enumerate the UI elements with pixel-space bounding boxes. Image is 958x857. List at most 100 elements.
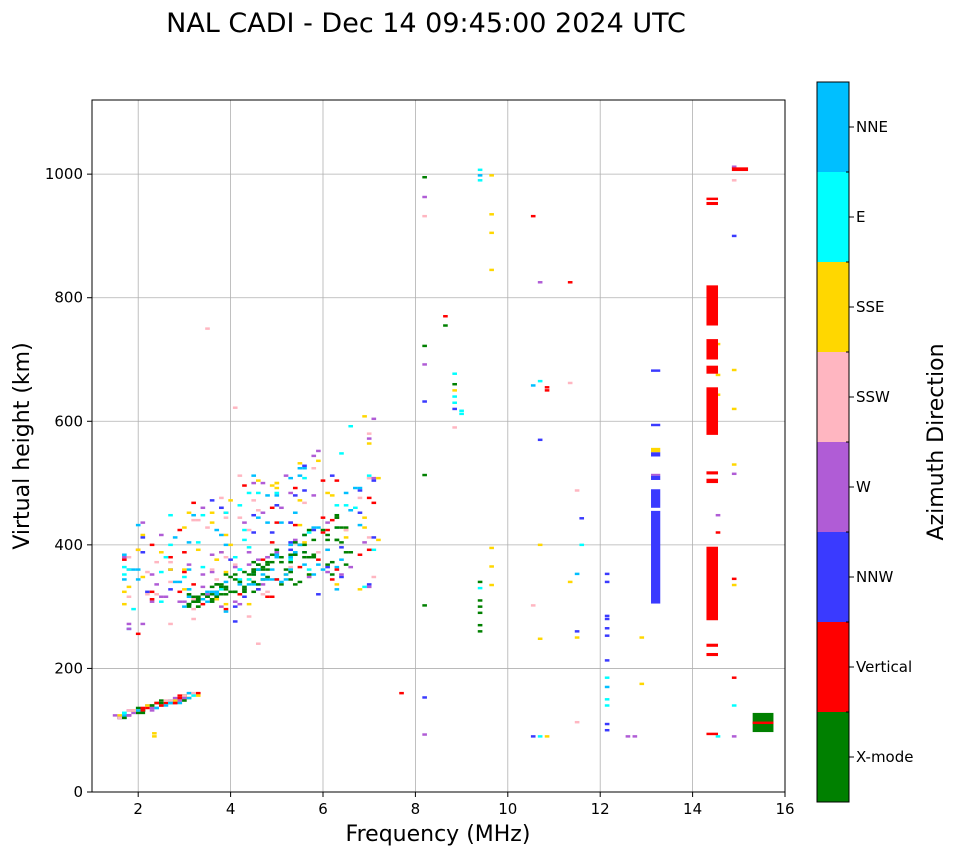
trace-point bbox=[265, 494, 270, 497]
trace-point bbox=[232, 563, 238, 566]
colorbar-segment bbox=[817, 262, 849, 352]
trace-point bbox=[366, 437, 372, 440]
trace-point bbox=[339, 573, 344, 576]
trace-point bbox=[209, 593, 215, 596]
trace-point bbox=[302, 489, 307, 492]
trace-point bbox=[158, 595, 164, 598]
trace-point bbox=[145, 704, 150, 707]
trace-point bbox=[366, 583, 372, 586]
trace-point bbox=[283, 573, 289, 576]
trace-point bbox=[260, 511, 266, 514]
trace-point bbox=[195, 541, 201, 544]
echo-point bbox=[489, 583, 494, 587]
trace-point bbox=[302, 551, 307, 554]
trace-point bbox=[269, 553, 275, 556]
trace-point bbox=[311, 454, 317, 458]
y-axis-ticks: 0 200 400 600 800 1000 bbox=[45, 165, 92, 801]
trace-point bbox=[269, 578, 275, 581]
trace-point bbox=[353, 486, 358, 490]
trace-point bbox=[274, 553, 280, 556]
echo-point bbox=[452, 426, 457, 429]
trace-point bbox=[172, 696, 178, 700]
y-axis-label: Virtual height (km) bbox=[10, 342, 35, 549]
echo-point bbox=[537, 543, 543, 547]
trace-point bbox=[343, 528, 349, 532]
trace-point bbox=[232, 578, 238, 581]
x-tick-label: 12 bbox=[591, 800, 610, 818]
echo-point bbox=[604, 704, 610, 707]
trace-point bbox=[279, 506, 284, 510]
trace-point bbox=[329, 474, 335, 477]
trace-point bbox=[122, 590, 127, 594]
colorbar-tick-label: SSE bbox=[856, 298, 885, 316]
trace-point bbox=[117, 714, 123, 717]
echo-point bbox=[604, 659, 610, 662]
trace-point bbox=[260, 593, 266, 596]
echo-segment bbox=[706, 478, 719, 484]
trace-point bbox=[256, 516, 261, 519]
trace-point bbox=[214, 528, 220, 532]
echo-point bbox=[731, 583, 737, 587]
echo-point bbox=[422, 696, 427, 699]
echo-point bbox=[530, 214, 536, 218]
trace-point bbox=[182, 568, 187, 571]
trace-point bbox=[195, 694, 201, 697]
echo-point bbox=[604, 580, 610, 584]
echo-point bbox=[604, 614, 610, 618]
trace-point bbox=[209, 590, 215, 594]
trace-point bbox=[316, 459, 321, 463]
trace-point bbox=[274, 481, 280, 485]
echo-point bbox=[205, 327, 210, 330]
x-tick-label: 8 bbox=[411, 800, 421, 818]
trace-point bbox=[311, 538, 317, 542]
trace-point bbox=[237, 504, 243, 507]
trace-point bbox=[209, 597, 215, 601]
trace-point bbox=[219, 551, 224, 554]
echo-point bbox=[422, 473, 427, 477]
trace-point bbox=[205, 590, 210, 594]
echo-point bbox=[489, 174, 494, 177]
trace-point bbox=[251, 580, 257, 584]
trace-point bbox=[362, 516, 367, 519]
trace-point bbox=[126, 568, 132, 571]
trace-point bbox=[140, 551, 146, 554]
trace-point bbox=[306, 555, 312, 559]
trace-point bbox=[186, 511, 192, 514]
data-points bbox=[112, 165, 774, 738]
trace-point bbox=[302, 563, 307, 566]
trace-point bbox=[126, 555, 132, 559]
trace-point bbox=[292, 538, 298, 542]
x-tick-label: 10 bbox=[498, 800, 517, 818]
colorbar-frame bbox=[816, 81, 850, 803]
trace-point bbox=[302, 476, 307, 480]
echo-point bbox=[567, 281, 573, 284]
trace-point bbox=[329, 560, 335, 564]
trace-point bbox=[316, 526, 321, 529]
trace-point bbox=[269, 484, 275, 487]
trace-point bbox=[283, 474, 289, 477]
trace-point bbox=[265, 521, 270, 524]
echo-point bbox=[489, 213, 494, 216]
echo-point bbox=[232, 406, 238, 409]
trace-point bbox=[242, 588, 247, 591]
trace-point bbox=[122, 565, 127, 569]
trace-point bbox=[200, 593, 206, 596]
trace-point bbox=[297, 523, 303, 527]
echo-point bbox=[544, 386, 550, 389]
echo-point bbox=[477, 630, 483, 633]
trace-point bbox=[200, 565, 206, 569]
trace-point bbox=[265, 560, 270, 564]
trace-point bbox=[182, 570, 187, 574]
trace-point bbox=[260, 558, 266, 561]
trace-point bbox=[242, 521, 247, 524]
trace-point bbox=[376, 538, 381, 542]
echo-point bbox=[477, 179, 483, 182]
trace-point bbox=[366, 476, 372, 480]
echo-point bbox=[422, 195, 427, 199]
trace-point bbox=[246, 578, 252, 581]
trace-point bbox=[154, 593, 159, 596]
trace-point bbox=[177, 696, 183, 700]
trace-point bbox=[182, 526, 187, 529]
x-tick-label: 4 bbox=[226, 800, 236, 818]
echo-point bbox=[639, 682, 645, 686]
